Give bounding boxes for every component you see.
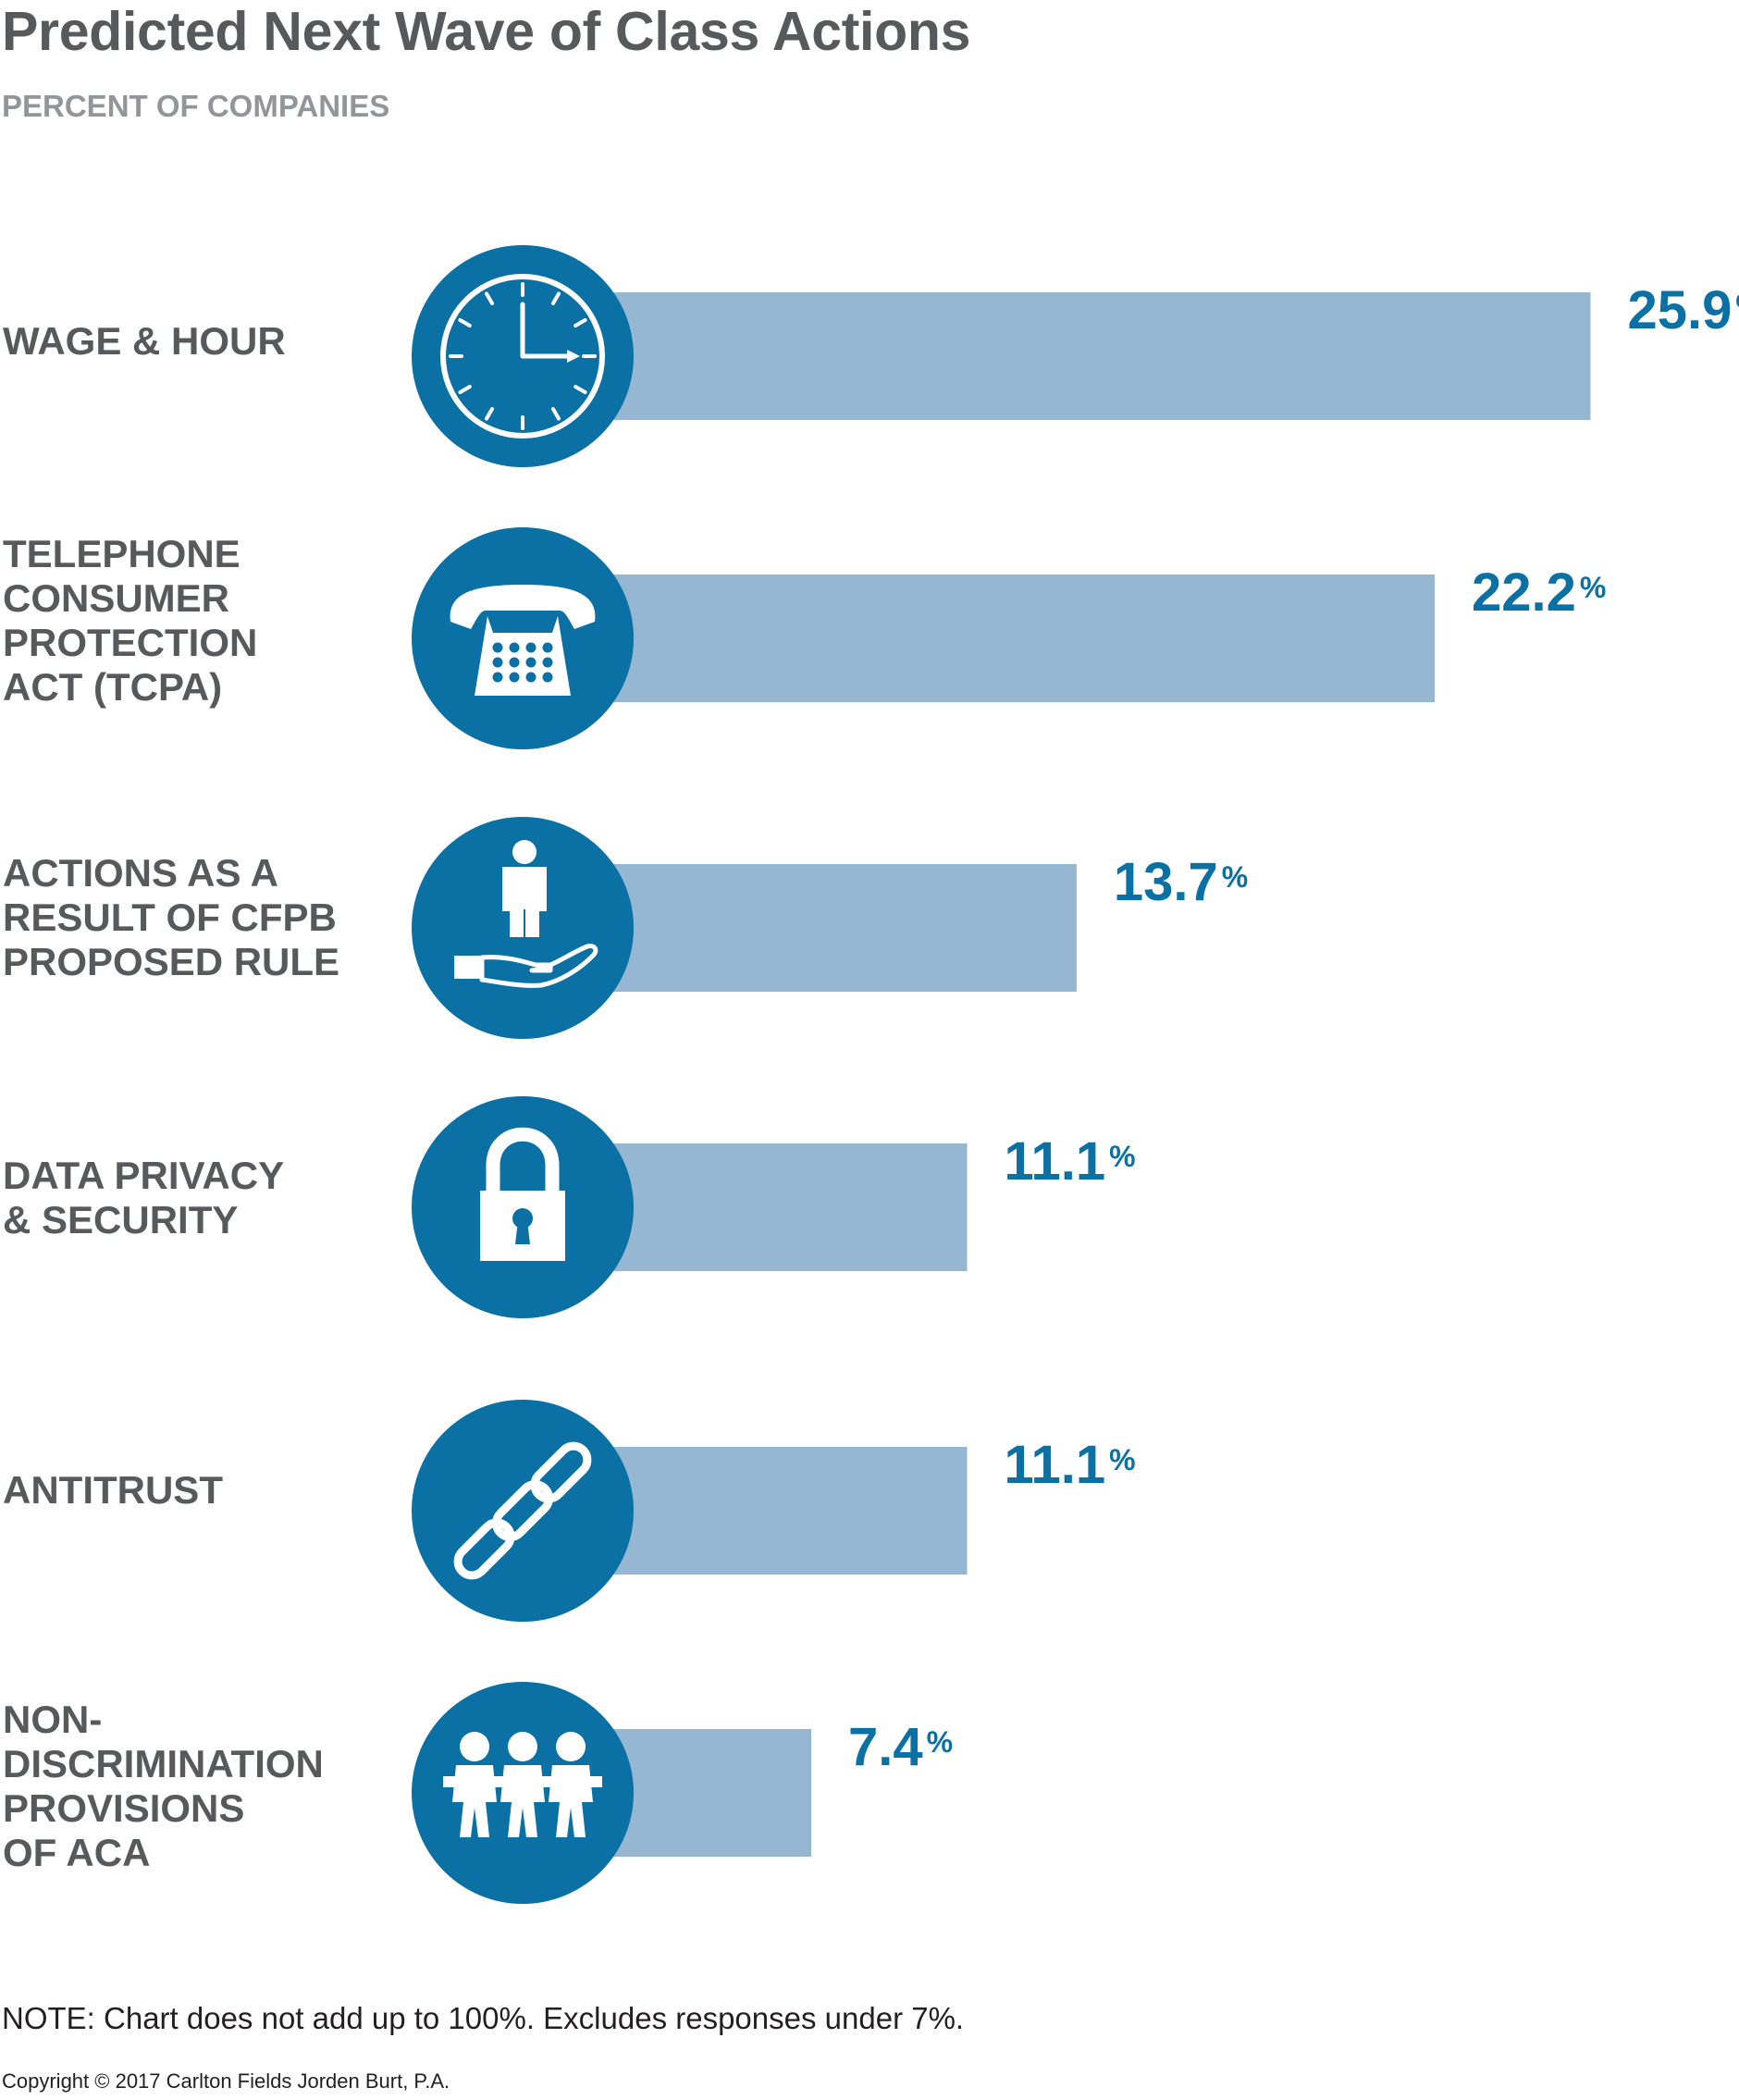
category-label-line: WAGE & HOUR bbox=[3, 319, 286, 363]
category-label: DATA PRIVACY & SECURITY bbox=[3, 1154, 391, 1242]
chart-title: Predicted Next Wave of Class Actions bbox=[2, 1, 971, 62]
category-label-line: RESULT OF CFPB bbox=[3, 896, 337, 939]
padlock-icon bbox=[412, 1096, 634, 1318]
category-label-line: CONSUMER bbox=[3, 576, 230, 620]
category-label-line: TELEPHONE bbox=[3, 532, 240, 575]
value-label: 22.2% bbox=[1472, 562, 1606, 623]
value-label: 11.1% bbox=[1004, 1131, 1135, 1192]
icon-circle bbox=[412, 1400, 634, 1622]
bar bbox=[500, 574, 1435, 702]
category-label-line: & SECURITY bbox=[3, 1198, 239, 1241]
category-label-line: PROPOSED RULE bbox=[3, 940, 340, 983]
value-label: 11.1% bbox=[1004, 1435, 1135, 1495]
category-label-line: OF ACA bbox=[3, 1831, 151, 1874]
clock-icon bbox=[412, 245, 634, 467]
person-on-hand-icon bbox=[412, 817, 634, 1039]
people-group-icon bbox=[412, 1682, 634, 1904]
category-label: WAGE & HOUR bbox=[3, 319, 391, 364]
category-label-line: ACTIONS AS A bbox=[3, 851, 278, 895]
value-label: 25.9% bbox=[1627, 280, 1739, 340]
chart-note: NOTE: Chart does not add up to 100%. Exc… bbox=[2, 2001, 965, 2035]
value-label: 7.4% bbox=[848, 1717, 953, 1777]
category-label: NON- DISCRIMINATION PROVISIONS OF ACA bbox=[3, 1698, 391, 1875]
chain-link-icon bbox=[412, 1400, 634, 1622]
bar bbox=[500, 292, 1591, 420]
telephone-icon bbox=[412, 527, 634, 749]
value-label: 13.7% bbox=[1114, 852, 1248, 912]
copyright-text: Copyright © 2017 Carlton Fields Jorden B… bbox=[2, 2069, 450, 2093]
category-label-line: NON- bbox=[3, 1698, 103, 1741]
category-label: ANTITRUST bbox=[3, 1468, 391, 1513]
category-label-line: PROVISIONS bbox=[3, 1786, 245, 1830]
category-label-line: DISCRIMINATION bbox=[3, 1742, 324, 1785]
category-label-line: ACT (TCPA) bbox=[3, 665, 223, 709]
chart-subtitle: PERCENT OF COMPANIES bbox=[2, 89, 390, 123]
category-label-line: DATA PRIVACY bbox=[3, 1154, 285, 1197]
category-label: TELEPHONE CONSUMER PROTECTION ACT (TCPA) bbox=[3, 532, 391, 710]
category-label-line: PROTECTION bbox=[3, 621, 258, 664]
category-label: ACTIONS AS A RESULT OF CFPB PROPOSED RULE bbox=[3, 851, 391, 984]
category-label-line: ANTITRUST bbox=[3, 1468, 223, 1512]
